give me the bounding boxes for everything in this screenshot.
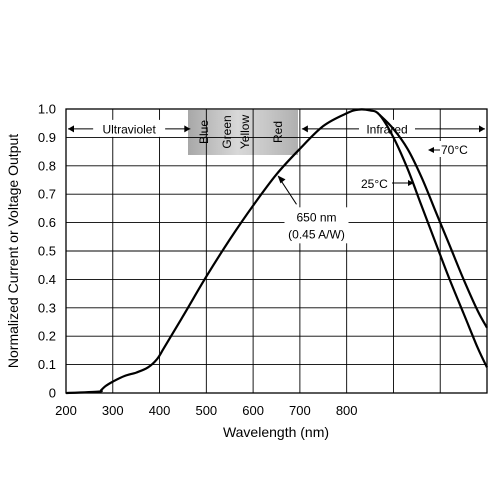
plot-frame [65,108,488,394]
band-arrowhead [479,125,485,133]
y-tick-label: 0.4 [38,272,56,287]
y-tick-label: 0.5 [38,244,56,259]
x-tick-label: 400 [149,403,171,418]
y-tick-label: 0.1 [38,357,56,372]
y-tick-label: 0.6 [38,215,56,230]
series-line-70c [378,113,488,329]
annotation-70c-bg [438,141,472,157]
visible-color-label: Red [271,121,285,143]
series-layer [65,108,488,395]
annotation-650nm-arrowhead [277,175,286,184]
visible-color-label: Green [220,115,234,148]
y-tick-label: 0.3 [38,300,56,315]
band-arrowhead [184,125,191,133]
annotations: 650 nm (0.45 A/W) 70°C 25°C [277,141,472,244]
y-tick-label: 0.7 [38,187,56,202]
annotation-25c-bg [358,175,392,191]
band-arrowhead [301,125,308,133]
y-axis-ticks: 0 0.1 0.2 0.3 0.4 0.5 0.6 0.7 0.8 0.9 1.0 [38,102,56,401]
ultraviolet-label: Ultraviolet [102,122,156,136]
annotation-650nm: 650 nm [296,210,336,224]
annotation-25c: 25°C [361,177,388,191]
x-tick-label: 500 [195,403,217,418]
visible-color-label: Yellow [238,115,252,150]
annotation-70c-arrowhead [428,147,434,153]
infrared-label-bg [360,119,414,137]
annotation-25c-arrowhead [408,180,414,186]
x-tick-label: 600 [242,403,264,418]
annotation-responsivity: (0.45 A/W) [288,227,345,241]
x-axis-title: Wavelength (nm) [223,424,329,440]
annotation-70c: 70°C [441,143,468,157]
x-axis-ticks: 200 300 400 500 600 700 800 [55,403,357,418]
y-tick-label: 0 [49,386,56,401]
annotation-650nm-bg [284,207,349,244]
y-tick-label: 1.0 [38,102,56,117]
series-line-25c [65,108,488,395]
y-tick-label: 0.2 [38,329,56,344]
y-tick-label: 0.9 [38,130,56,145]
x-tick-label: 700 [289,403,311,418]
annotation-650nm-leader [279,178,297,205]
x-tick-label: 300 [102,403,124,418]
x-tick-label: 800 [336,403,358,418]
ultraviolet-label-bg [95,119,164,137]
band-arrowhead [68,125,74,133]
x-tick-label: 200 [55,403,77,418]
visible-color-label: Blue [197,120,211,144]
y-axis-title: Normalized Current or Voltage Output [5,134,21,368]
y-tick-label: 0.8 [38,158,56,173]
